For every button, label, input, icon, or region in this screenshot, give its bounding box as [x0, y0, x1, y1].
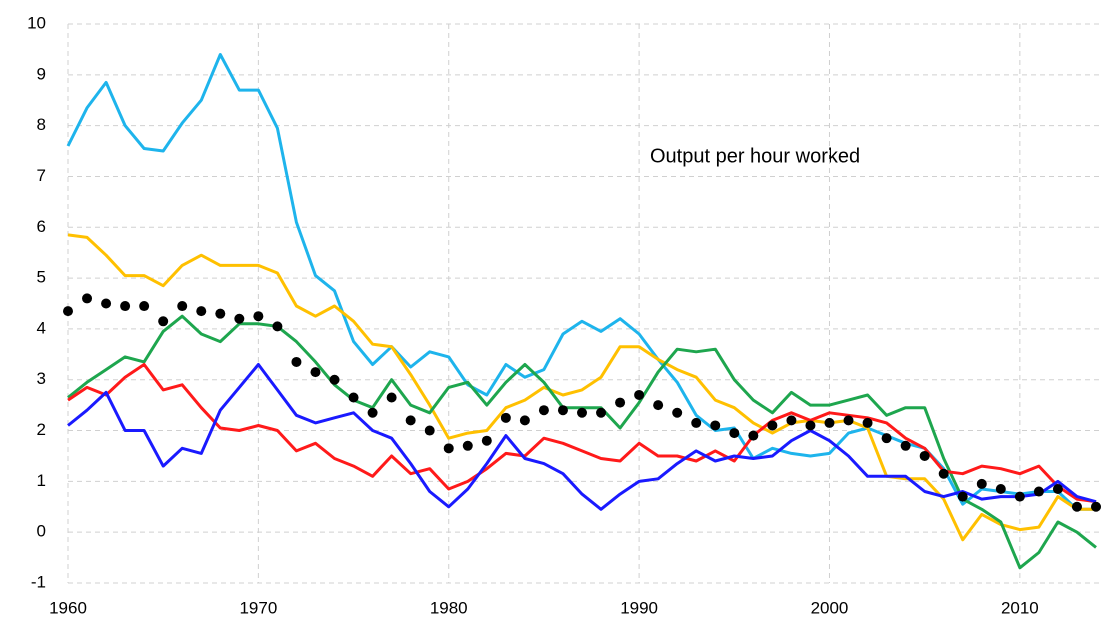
series-line [67, 363, 1097, 511]
y-tick-label: 5 [37, 268, 46, 287]
data-point [557, 405, 568, 416]
data-point [253, 311, 264, 322]
data-point [405, 415, 416, 426]
x-tick-label: 2000 [811, 598, 849, 617]
data-point [519, 415, 530, 426]
data-point [329, 374, 340, 385]
data-point [215, 308, 226, 319]
y-tick-label: 9 [37, 64, 46, 83]
data-point [691, 417, 702, 428]
data-point [976, 478, 987, 489]
data-point [881, 433, 892, 444]
data-point [196, 306, 207, 317]
data-point [234, 313, 245, 324]
data-point [615, 397, 626, 408]
data-point [995, 483, 1006, 494]
data-point [177, 301, 188, 312]
data-point [1091, 501, 1101, 512]
data-point [120, 301, 131, 312]
y-tick-label: 10 [27, 13, 46, 32]
x-tick-label: 1990 [620, 598, 658, 617]
data-point [653, 400, 664, 411]
y-tick-label: 7 [37, 166, 46, 185]
data-point [748, 430, 759, 441]
x-tick-label: 1980 [430, 598, 468, 617]
annotation: Output per hour worked [650, 145, 860, 167]
data-point [729, 428, 740, 439]
data-point [63, 306, 73, 317]
data-point [824, 417, 835, 428]
data-point [1014, 491, 1025, 502]
data-point [348, 392, 359, 403]
y-tick-label: 0 [37, 522, 46, 541]
data-point [500, 412, 511, 423]
y-tick-label: 1 [37, 471, 46, 490]
data-point [767, 420, 778, 431]
series-line [67, 314, 1097, 570]
data-point [843, 415, 854, 426]
data-point [805, 420, 816, 431]
data-point [82, 293, 93, 304]
data-point [1052, 483, 1063, 494]
data-point [957, 491, 968, 502]
x-tick-label: 2010 [1001, 598, 1039, 617]
data-point [919, 450, 930, 461]
y-tick-label: 3 [37, 369, 46, 388]
y-tick-label: 4 [37, 318, 46, 337]
series-line [67, 233, 1096, 542]
y-tick-label: 2 [37, 420, 46, 439]
data-point [101, 298, 112, 309]
data-point [462, 440, 473, 451]
data-point [367, 407, 378, 418]
data-point [386, 392, 397, 403]
data-point [577, 407, 587, 418]
y-tick-label: 6 [37, 217, 46, 236]
series-line [66, 53, 1096, 511]
data-point [158, 316, 169, 327]
data-point [634, 389, 645, 400]
x-tick-label: 1960 [49, 598, 87, 617]
data-point [672, 407, 683, 418]
data-point [862, 417, 873, 428]
data-point [538, 405, 549, 416]
data-point [1071, 501, 1082, 512]
data-point [424, 425, 435, 436]
series-line [67, 363, 1097, 504]
data-point [272, 321, 283, 332]
data-point [1033, 486, 1044, 497]
data-point [900, 440, 911, 451]
y-tick-label: 8 [37, 115, 46, 134]
data-point [710, 420, 721, 431]
data-point [139, 301, 150, 312]
data-point [443, 443, 454, 454]
x-tick-label: 1970 [239, 598, 277, 617]
data-point [596, 407, 607, 418]
data-point [291, 356, 302, 367]
data-point [938, 468, 949, 479]
data-point [310, 367, 321, 378]
y-tick-label: -1 [31, 572, 46, 591]
data-point [481, 435, 492, 446]
data-point [786, 415, 797, 426]
